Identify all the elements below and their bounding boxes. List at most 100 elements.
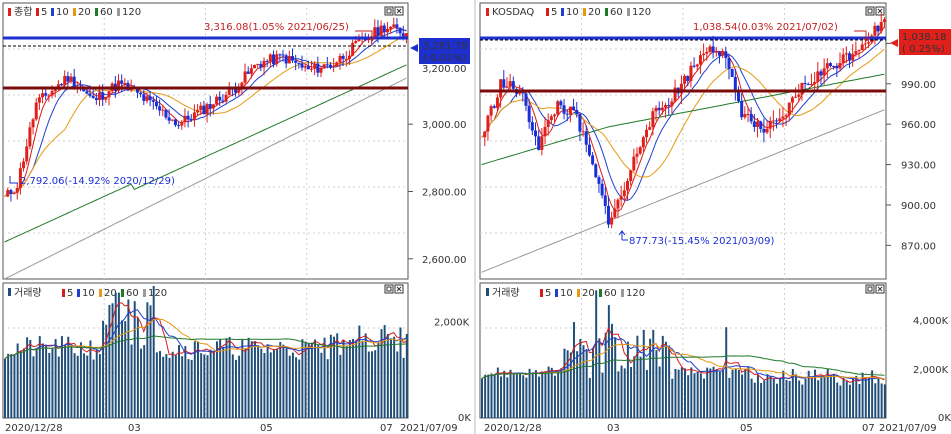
candle-body — [44, 93, 48, 96]
legend-ma-60[interactable]: 60 — [126, 288, 139, 299]
candle-body — [357, 39, 361, 42]
legend-ma-120[interactable]: 120 — [122, 7, 141, 18]
candle-body — [322, 64, 326, 69]
legend-ma-60[interactable]: 60 — [604, 288, 617, 299]
left-vol-ma20 — [4, 318, 407, 360]
legend-ma-marker — [583, 8, 586, 16]
left-legend-title: 종합 — [14, 6, 32, 18]
right-price-restore-button[interactable] — [865, 6, 875, 16]
candle-body — [686, 75, 690, 81]
legend-ma-60[interactable]: 60 — [100, 7, 113, 18]
volume-bar — [282, 344, 285, 418]
legend-ma-20[interactable]: 20 — [582, 288, 595, 299]
candle-body — [173, 119, 177, 126]
legend-ma-5[interactable]: 5 — [545, 288, 551, 299]
volume-bar — [257, 345, 260, 418]
volume-bar — [795, 374, 797, 418]
left-price-restore-button[interactable] — [384, 6, 394, 16]
candle-body — [287, 56, 291, 64]
legend-ma-20[interactable]: 20 — [78, 7, 91, 18]
volume-bar — [725, 327, 728, 418]
legend-ma-5[interactable]: 5 — [551, 7, 557, 18]
candle-body — [262, 60, 266, 68]
candle-body — [88, 93, 92, 96]
candle-body — [303, 66, 307, 68]
volume-bar — [877, 377, 880, 418]
legend-ma-120[interactable]: 120 — [148, 288, 167, 299]
volume-bar — [247, 337, 250, 418]
volume-bar — [348, 340, 351, 418]
volume-bar — [22, 348, 25, 418]
candle-body — [6, 190, 10, 197]
legend-ma-5[interactable]: 5 — [41, 7, 47, 18]
volume-bar — [92, 359, 95, 418]
volume-bar — [601, 372, 604, 418]
left-end-date-label: 2021/07/09 — [400, 423, 458, 434]
left-price-tick-label: 2,800.00 — [422, 187, 467, 198]
left-volume-restore-button[interactable] — [384, 284, 394, 294]
volume-bar — [490, 373, 493, 418]
volume-bar — [829, 375, 832, 418]
candle-body — [373, 27, 377, 38]
volume-bar — [342, 339, 345, 418]
legend-ma-5[interactable]: 5 — [67, 288, 73, 299]
volume-bar — [266, 344, 269, 418]
volume-bar — [734, 368, 737, 418]
volume-bar — [484, 374, 487, 418]
candle-body — [873, 25, 877, 36]
volume-bar — [371, 351, 373, 418]
right-volume-restore-button[interactable] — [865, 284, 875, 294]
volume-bar — [500, 376, 503, 418]
legend-ma-marker — [143, 289, 146, 297]
legend-ma-10[interactable]: 10 — [566, 7, 579, 18]
volume-bar — [79, 342, 82, 418]
candle-body — [648, 127, 652, 130]
candle-body — [606, 205, 610, 225]
candle-body — [819, 71, 823, 76]
volume-bar — [16, 343, 19, 418]
volume-bar — [674, 368, 677, 418]
down-arrow-icon — [355, 30, 376, 42]
candle-body — [347, 55, 351, 59]
legend-ma-120[interactable]: 120 — [626, 288, 645, 299]
candle-body — [256, 63, 260, 65]
volume-bar — [364, 333, 367, 418]
candle-body — [876, 25, 880, 32]
candle-body — [654, 107, 658, 112]
volume-bar — [241, 339, 244, 418]
legend-ma-60[interactable]: 60 — [610, 7, 623, 18]
volume-bar — [127, 299, 130, 418]
candle-body — [721, 51, 725, 56]
candle-body — [667, 105, 671, 107]
right-price-tick-label: 870.00 — [901, 241, 936, 252]
candle-body — [246, 71, 250, 74]
candle-body — [771, 120, 775, 122]
legend-ma-20[interactable]: 20 — [588, 7, 601, 18]
candle-body — [85, 91, 89, 94]
candle-body — [56, 84, 60, 89]
volume-bar — [165, 354, 168, 418]
legend-ma-10[interactable]: 10 — [56, 7, 69, 18]
volume-bar — [557, 370, 560, 418]
volume-bar — [775, 383, 778, 418]
legend-ma-10[interactable]: 10 — [82, 288, 95, 299]
candle-body — [170, 119, 174, 121]
left-price-tick-label: 2,600.00 — [422, 255, 467, 266]
volume-bar — [193, 341, 196, 418]
legend-ma-10[interactable]: 10 — [560, 288, 573, 299]
legend-ma-20[interactable]: 20 — [104, 288, 117, 299]
candle-body — [530, 122, 534, 131]
volume-bar — [136, 317, 139, 418]
candle-body — [344, 58, 348, 60]
volume-bar — [396, 351, 399, 418]
right-current-pointer — [890, 39, 898, 47]
candle-body — [746, 113, 750, 115]
volume-bar — [630, 367, 633, 418]
legend-ma-120[interactable]: 120 — [632, 7, 651, 18]
volume-bar — [515, 374, 518, 418]
left-hidden-tick-label: 3,200.00 — [422, 64, 467, 75]
candle-body — [828, 63, 832, 66]
right-price-tick-label: 900.00 — [901, 201, 936, 212]
candle-body — [41, 93, 45, 98]
candle-body — [18, 168, 22, 188]
